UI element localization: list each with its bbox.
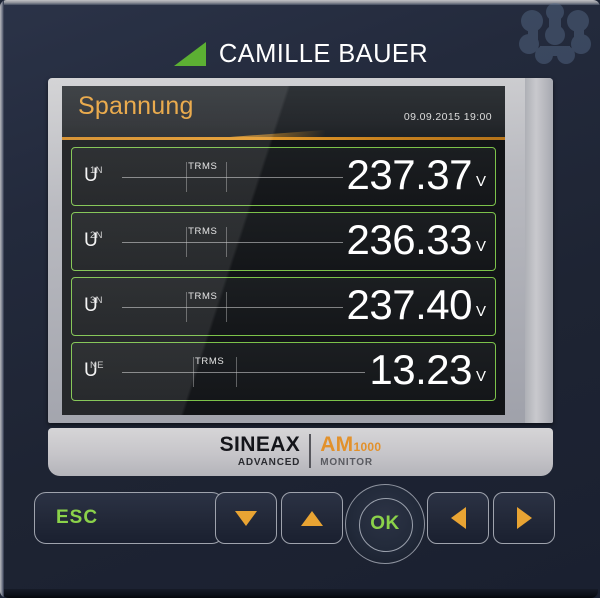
keypad: ESC OK bbox=[0, 484, 600, 564]
bargraph-scale: TRMS bbox=[122, 290, 343, 324]
product-model-number: 1000 bbox=[353, 440, 382, 454]
quantity-subscript: NE bbox=[90, 360, 104, 371]
measurement-unit: V bbox=[475, 173, 486, 190]
quantity-symbol: U bbox=[84, 165, 98, 186]
measurement-row[interactable]: U 3N TRMS 237.40 V bbox=[71, 277, 496, 336]
quantity-symbol: U bbox=[84, 295, 98, 316]
quantity-symbol: U bbox=[84, 230, 98, 251]
product-family: SINEAX bbox=[219, 433, 301, 456]
quantity-symbol: U bbox=[84, 360, 98, 381]
product-logo: SINEAX ADVANCED AM1000 MONITOR bbox=[220, 434, 382, 468]
scale-tick bbox=[225, 226, 227, 257]
esc-button[interactable]: ESC bbox=[34, 492, 224, 544]
scale-tick bbox=[185, 161, 187, 192]
datetime-display: 09.09.2015 19:00 bbox=[403, 111, 492, 123]
ok-button-label: OK bbox=[370, 513, 400, 534]
header-divider bbox=[62, 137, 505, 140]
quantity-subscript: 2N bbox=[90, 230, 103, 241]
measurement-value: 237.40 bbox=[346, 281, 473, 328]
lcd-screen[interactable]: Spannung 09.09.2015 19:00 U 1N TRMS 237.… bbox=[62, 86, 505, 415]
screen-header: Spannung 09.09.2015 19:00 bbox=[62, 86, 505, 140]
scale-tick bbox=[185, 226, 187, 257]
product-model-subtitle: MONITOR bbox=[320, 457, 373, 468]
green-triangle-logo-icon bbox=[173, 42, 206, 66]
product-model: AM1000 bbox=[320, 434, 381, 455]
measurement-value: 236.33 bbox=[346, 216, 473, 263]
bargraph-scale: TRMS bbox=[122, 160, 343, 194]
esc-button-label: ESC bbox=[56, 507, 99, 528]
product-family-subtitle: ADVANCED bbox=[237, 457, 301, 468]
measurement-row[interactable]: U NE TRMS 13.23 V bbox=[71, 342, 496, 401]
measurement-list: U 1N TRMS 237.37 V U 2N bbox=[62, 140, 505, 401]
screen-bezel-right-edge bbox=[525, 78, 553, 423]
brand-name: CAMILLE BAUER bbox=[218, 39, 429, 68]
ok-button-ring bbox=[359, 498, 413, 552]
arrow-right-icon bbox=[516, 507, 532, 529]
scale-tick bbox=[185, 291, 187, 322]
measurement-row[interactable]: U 2N TRMS 236.33 V bbox=[71, 212, 496, 271]
measurement-unit: V bbox=[475, 303, 486, 320]
scale-tick bbox=[236, 356, 238, 387]
arrow-left-icon bbox=[450, 507, 466, 529]
scale-tick bbox=[225, 161, 227, 192]
bargraph-scale: TRMS bbox=[122, 225, 343, 259]
ok-button[interactable]: OK bbox=[345, 484, 425, 564]
quantity-subscript: 3N bbox=[90, 295, 103, 306]
measurement-row[interactable]: U 1N TRMS 237.37 V bbox=[71, 147, 496, 206]
scale-label: TRMS bbox=[195, 355, 225, 367]
scale-line bbox=[122, 371, 366, 373]
left-button[interactable] bbox=[427, 492, 489, 544]
scale-line bbox=[122, 241, 343, 243]
page-title: Spannung bbox=[78, 92, 194, 120]
product-model-prefix: AM bbox=[320, 433, 354, 456]
scale-line bbox=[122, 306, 343, 308]
quantity-subscript: 1N bbox=[90, 165, 103, 176]
product-nameplate-panel: SINEAX ADVANCED AM1000 MONITOR bbox=[48, 428, 553, 476]
right-button[interactable] bbox=[493, 492, 555, 544]
down-button[interactable] bbox=[215, 492, 277, 544]
scale-line bbox=[122, 176, 343, 178]
arrow-down-icon bbox=[235, 510, 257, 526]
screen-bezel: Spannung 09.09.2015 19:00 U 1N TRMS 237.… bbox=[48, 78, 553, 423]
measurement-unit: V bbox=[475, 238, 486, 255]
arrow-up-icon bbox=[301, 510, 323, 526]
measurement-value: 13.23 bbox=[369, 346, 472, 393]
measurement-value: 237.37 bbox=[346, 151, 473, 198]
scale-tick bbox=[225, 291, 227, 322]
scale-label: TRMS bbox=[188, 225, 218, 237]
scale-tick bbox=[192, 356, 194, 387]
measurement-unit: V bbox=[475, 368, 486, 385]
scale-label: TRMS bbox=[188, 160, 218, 172]
node-cluster-watermark-logo bbox=[519, 3, 591, 64]
bargraph-scale: TRMS bbox=[122, 355, 366, 389]
housing-bottom-edge bbox=[2, 589, 598, 598]
up-button[interactable] bbox=[281, 492, 343, 544]
header-divider-wedge bbox=[230, 130, 325, 137]
manufacturer-brand: CAMILLE BAUER bbox=[0, 32, 600, 76]
scale-label: TRMS bbox=[188, 290, 218, 302]
